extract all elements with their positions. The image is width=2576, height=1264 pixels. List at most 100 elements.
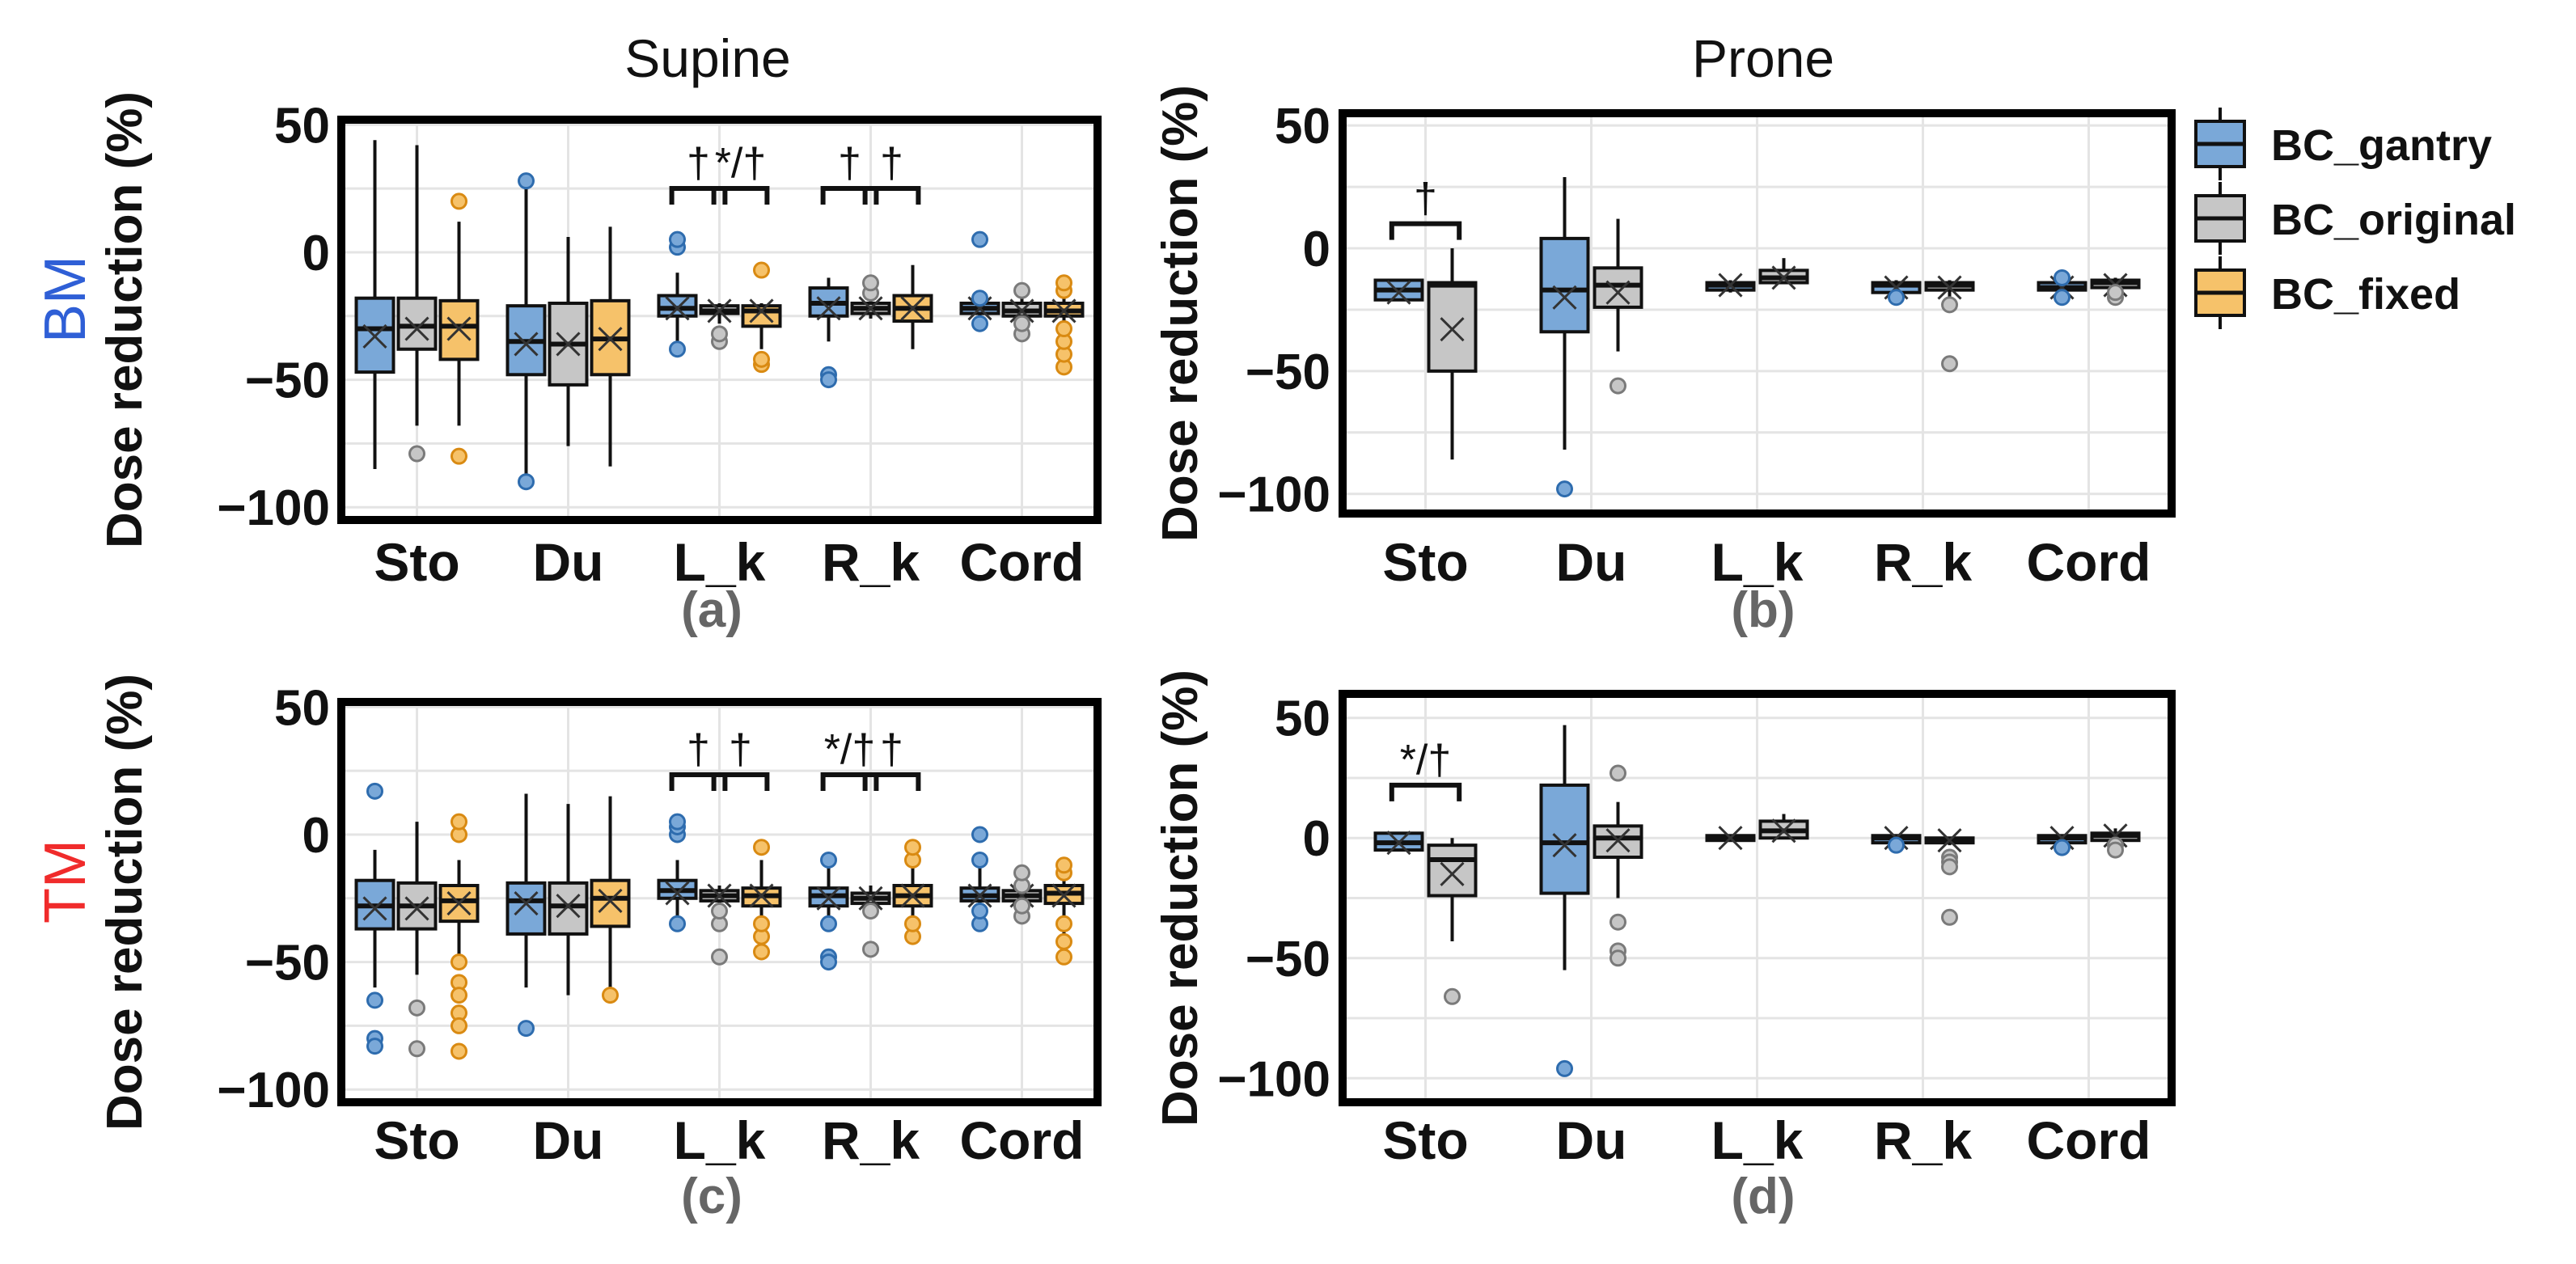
x-tick-label: Sto [1382, 532, 1468, 592]
mean-stroke [1386, 280, 1411, 305]
box-cord [1001, 281, 1043, 343]
bracket [820, 186, 879, 205]
x-tick-label: Cord [960, 532, 1085, 592]
x-tick-label: Cord [2027, 532, 2151, 592]
box-du [1593, 218, 1643, 395]
outlier-point [1609, 377, 1626, 395]
mean-marker [749, 883, 774, 908]
mean-marker [1937, 275, 1962, 300]
mean-stroke [665, 881, 690, 906]
mean-marker [362, 323, 387, 349]
x-tick-labels: Sto Du L_k R_k Cord [374, 1110, 1084, 1170]
mean-marker [749, 298, 774, 323]
outlier-point [904, 915, 921, 932]
outlier-point [366, 1038, 383, 1055]
mean-marker [404, 896, 429, 921]
outlier-point [753, 839, 770, 856]
box-r-k [1924, 828, 1975, 926]
outlier-point [1055, 274, 1072, 292]
plot-frame [337, 116, 1102, 524]
outlier-point [1013, 897, 1030, 915]
outlier-point [408, 445, 425, 463]
mean-marker [1440, 317, 1465, 342]
mean-marker [1605, 280, 1631, 305]
mean-stroke [514, 891, 539, 916]
box-cord [959, 826, 1000, 932]
series-bc-fixed [438, 796, 1085, 1060]
col-title-supine: Supine [624, 28, 791, 88]
panel-caption: (c) [681, 1169, 742, 1224]
y-tick-label: −50 [1246, 932, 1330, 987]
box-l-k [699, 883, 740, 966]
mean-stroke [404, 316, 429, 341]
x-tick-label: L_k [1711, 532, 1804, 592]
mean-stroke [1552, 833, 1577, 858]
mean-stroke [967, 883, 992, 908]
outlier-point [1941, 355, 1958, 373]
box-l-k [1758, 814, 1809, 843]
x-tick-label: L_k [1711, 1110, 1804, 1170]
y-tick-labels: 50 0 −50 −100 [217, 98, 330, 536]
outlier-point [669, 230, 686, 248]
bracket [862, 186, 921, 205]
box-l-k [741, 261, 782, 374]
x-tick-label: R_k [822, 1110, 920, 1170]
significance-annotations: † [1389, 175, 1462, 240]
y-tick-label: 50 [274, 680, 330, 736]
y-tick-label: 50 [1275, 691, 1330, 747]
box-cord [1001, 864, 1043, 925]
mean-stroke [1937, 275, 1962, 300]
mean-stroke [514, 332, 539, 357]
mean-marker [446, 891, 472, 916]
outlier-point [450, 987, 467, 1004]
significance-annotations: † */† † † [669, 140, 921, 205]
outlier-point [2054, 289, 2071, 306]
row-label-tm: TM [33, 839, 98, 924]
mean-marker [1771, 265, 1796, 290]
series-bc-fixed [438, 192, 1085, 467]
y-axis-label: Dose reduction (%) [1153, 85, 1208, 542]
annotation-label: † [838, 140, 861, 187]
outlier-point [1013, 281, 1030, 299]
box-du [1539, 176, 1590, 498]
x-tick-label: Sto [374, 532, 459, 592]
mean-stroke [858, 886, 883, 911]
grid [1343, 113, 2172, 514]
mean-marker [514, 332, 539, 357]
series-bc-original [396, 804, 1043, 1058]
box-r-k [808, 851, 849, 971]
y-tick-label: −50 [1246, 345, 1330, 400]
y-tick-label: −100 [217, 480, 330, 536]
y-tick-label: 0 [1303, 222, 1330, 277]
outlier-point [408, 1040, 425, 1058]
x-tick-label: Du [1556, 532, 1627, 592]
mean-stroke [1440, 317, 1465, 342]
annotation-label: † [729, 726, 752, 773]
x-tick-label: Du [1556, 1110, 1627, 1170]
outlier-point [518, 172, 535, 190]
box-cord [2090, 823, 2141, 859]
mean-marker [1937, 828, 1962, 853]
mean-stroke [1771, 818, 1796, 843]
mean-marker [1386, 280, 1411, 305]
x-tick-label: L_k [674, 532, 766, 592]
mean-stroke [598, 327, 623, 352]
y-tick-label: −100 [217, 1063, 330, 1118]
y-axis-label: Dose reduction (%) [97, 91, 153, 548]
legend-item-bc-gantry: BC_gantry [2194, 108, 2492, 180]
legend-label: BC_original [2271, 196, 2516, 244]
outlier-point [669, 813, 686, 831]
mean-stroke [665, 296, 690, 321]
outlier-point [1055, 915, 1072, 932]
box-body [1427, 843, 1478, 898]
outlier-point [971, 903, 988, 920]
outlier-point [2054, 268, 2071, 286]
annotation-label: */† [715, 140, 767, 187]
mean-marker [900, 296, 925, 321]
series-bc-gantry [1373, 176, 2087, 498]
outlier-point [753, 350, 770, 368]
box-r-k [808, 277, 849, 389]
bracket [1389, 782, 1462, 801]
